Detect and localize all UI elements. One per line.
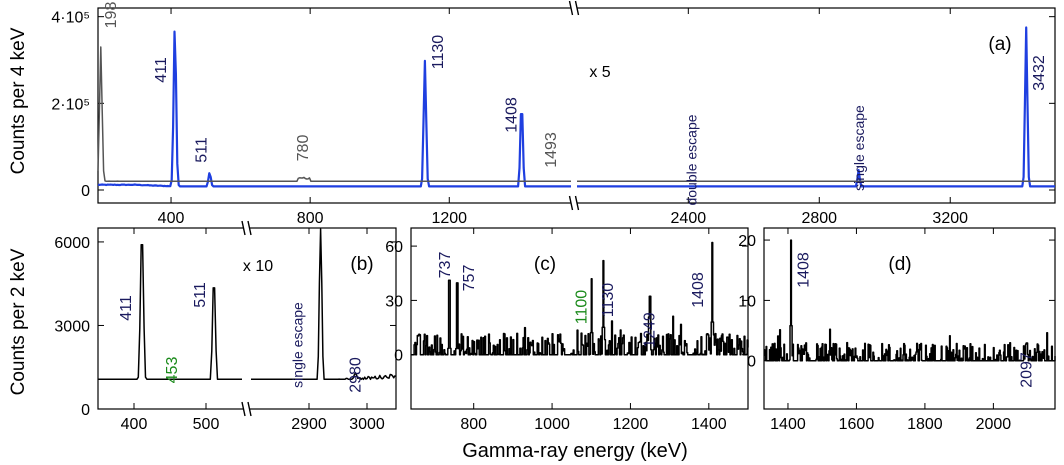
- y-axis-label-bottom: Counts per 2 keV: [8, 248, 29, 395]
- x-tick-label: 3200: [932, 210, 968, 227]
- axis-break-gap-bottom: [243, 403, 250, 414]
- y-tick-label: 0: [81, 183, 90, 200]
- y-tick-label: 0: [394, 348, 403, 365]
- x-tick-label: 3000: [349, 416, 385, 433]
- scale-note: x 10: [243, 258, 273, 275]
- peak-label: single escape: [290, 302, 306, 388]
- peak-label: single escape: [851, 105, 867, 191]
- axis-break-mark: [568, 0, 574, 16]
- peak-label: 1408: [796, 252, 813, 288]
- y-tick-label: 4·10⁵: [51, 10, 90, 27]
- x-tick-label: 500: [193, 416, 220, 433]
- y-tick-label: 0: [81, 402, 90, 419]
- axis-break-mark: [574, 195, 580, 211]
- peak-label: 1249: [642, 312, 659, 348]
- peak-label: double escape: [684, 114, 700, 205]
- panel-frame: [97, 7, 1056, 204]
- peak-label: 1100: [573, 290, 590, 325]
- x-tick-label: 400: [158, 210, 185, 227]
- axis-break-gap-bottom: [571, 197, 577, 208]
- panel-frame: [763, 227, 1056, 410]
- series-line-black-seg0: [411, 241, 749, 356]
- x-tick-label: 400: [121, 416, 148, 433]
- peak-label: 453: [164, 357, 181, 384]
- peak-label: 737: [437, 252, 454, 279]
- panel-label: (a): [988, 34, 1011, 55]
- axis-break-mark: [247, 220, 252, 236]
- x-tick-label: 1600: [839, 416, 875, 433]
- panel-b: 0 3000 6000 400 500 2900 3000 411 453 511 single e…: [54, 220, 397, 433]
- axis-break-mark: [247, 401, 252, 417]
- axis-break-mark: [574, 0, 580, 16]
- axis-break-gap-top: [571, 3, 577, 14]
- peak-label: 757: [461, 265, 478, 292]
- x-tick-label: 1400: [691, 416, 727, 433]
- peak-label: 2097: [1019, 352, 1036, 388]
- x-tick-label: 1200: [431, 210, 467, 227]
- series-line-black-seg1: [251, 228, 397, 381]
- axis-break-mark: [241, 220, 246, 236]
- scale-note: x 5: [589, 64, 610, 81]
- peak-label: 411: [118, 295, 135, 321]
- peak-label: 511: [192, 282, 209, 308]
- panel-c: 0 30 60 800 1000 1200 1400 737 757 1100 1130 1249 14…: [385, 227, 749, 433]
- series-line-gray-seg0: [97, 46, 571, 183]
- peak-label: 1130: [600, 283, 617, 318]
- panel-d: 0 10 20 1400 1600 1800 2000 1408 2097 (d): [738, 227, 1056, 433]
- peak-label: 198: [103, 2, 120, 29]
- peak-label: 3432: [1031, 55, 1048, 91]
- peak-label: 1408: [690, 272, 707, 308]
- y-tick-label: 10: [738, 293, 756, 310]
- x-tick-label: 1200: [613, 416, 649, 433]
- y-tick-label: 30: [385, 293, 403, 310]
- panel-frame: [410, 227, 749, 410]
- y-tick-label: 0: [747, 354, 756, 371]
- x-tick-label: 2000: [976, 416, 1012, 433]
- panel-label: (d): [888, 254, 911, 275]
- x-tick-label: 1000: [534, 416, 570, 433]
- x-tick-label: 1800: [907, 416, 943, 433]
- x-tick-label: 1400: [770, 416, 806, 433]
- panel-a: 0 2·10⁵ 4·10⁵ 400 800 1200 2400 2800 3200 198 411 5…: [51, 0, 1056, 227]
- series-line-black-seg0: [763, 239, 1056, 362]
- series-line-blue-seg0: [97, 30, 571, 188]
- y-axis-label-top: Counts per 4 keV: [8, 27, 29, 174]
- x-tick-label: 2800: [801, 210, 837, 227]
- peak-label: 1408: [504, 97, 521, 133]
- peak-label: 1130: [430, 35, 447, 70]
- y-tick-label: 3000: [54, 318, 90, 335]
- series-line-blue-seg1: [577, 26, 1055, 188]
- panel-label: (c): [534, 254, 556, 275]
- x-tick-label: 800: [297, 210, 324, 227]
- x-tick-label: 2400: [671, 210, 707, 227]
- y-tick-label: 20: [738, 233, 756, 250]
- x-axis-label: Gamma-ray energy (keV): [462, 440, 688, 462]
- axis-break-mark: [241, 401, 246, 417]
- axis-break-mark: [568, 195, 574, 211]
- x-tick-label: 2900: [291, 416, 327, 433]
- peak-label: 2980: [347, 357, 364, 393]
- peak-label: 1493: [543, 132, 560, 168]
- series-line-black-seg0: [98, 243, 242, 381]
- y-tick-label: 6000: [54, 235, 90, 252]
- x-tick-label: 800: [460, 416, 487, 433]
- peak-label: 780: [295, 135, 312, 162]
- y-tick-label: 60: [385, 239, 403, 256]
- axis-break-gap-top: [243, 223, 250, 234]
- panel-label: (b): [350, 254, 373, 275]
- peak-label: 411: [153, 57, 170, 83]
- peak-label: 511: [194, 137, 211, 163]
- y-tick-label: 2·10⁵: [51, 96, 90, 113]
